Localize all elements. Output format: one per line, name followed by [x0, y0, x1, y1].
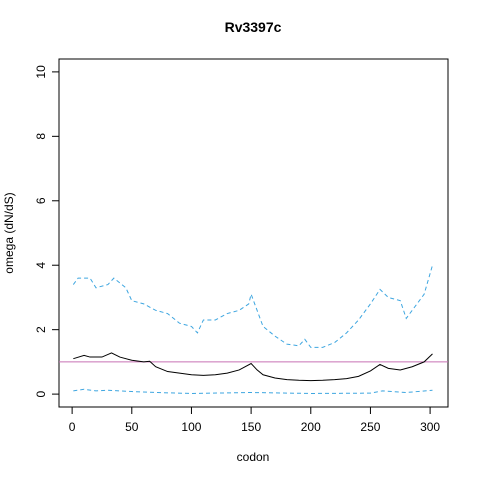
- plot-box: [58, 58, 449, 408]
- series-line: [72, 265, 433, 348]
- chart-title: Rv3397c: [225, 19, 282, 35]
- x-axis-label: codon: [237, 450, 270, 464]
- x-tick-label: 150: [241, 420, 261, 434]
- x-tick-label: 50: [125, 420, 139, 434]
- y-tick-label: 0: [34, 390, 48, 397]
- y-axis-label: omega (dN/dS): [2, 192, 16, 273]
- series-line: [73, 352, 433, 382]
- y-tick-label: 8: [34, 133, 48, 140]
- y-tick-label: 4: [34, 262, 48, 269]
- x-tick-label: 250: [360, 420, 380, 434]
- y-tick-label: 6: [34, 197, 48, 204]
- series-line: [73, 388, 433, 394]
- y-tick-label: 10: [34, 65, 48, 79]
- x-tick-label: 0: [69, 420, 76, 434]
- y-tick-label: 2: [34, 326, 48, 333]
- x-tick-label: 300: [420, 420, 440, 434]
- x-tick-label: 100: [181, 420, 201, 434]
- x-tick-label: 200: [301, 420, 321, 434]
